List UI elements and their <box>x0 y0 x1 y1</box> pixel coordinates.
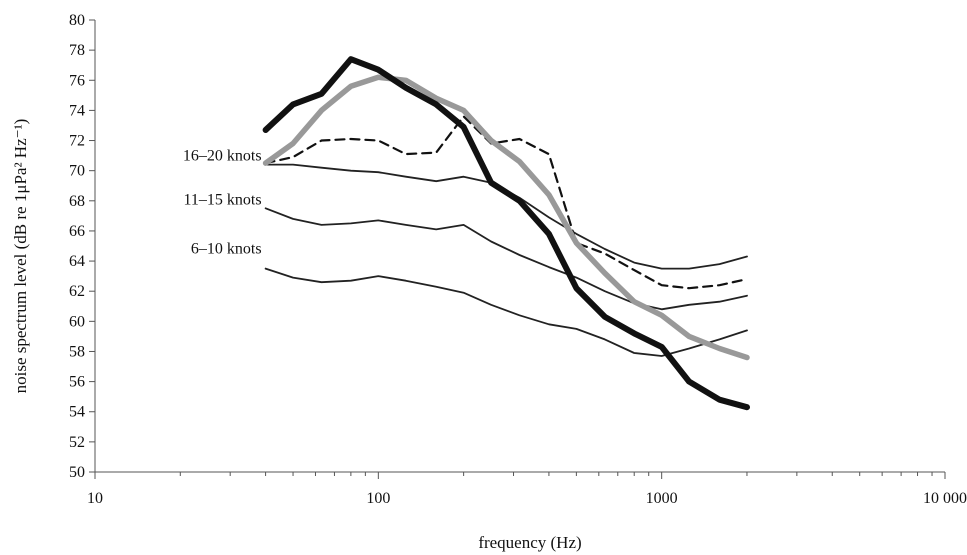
x-axis: 10 100 1000 10 000 <box>87 471 967 507</box>
series-label: 6–10 knots <box>191 241 262 258</box>
series-line-thin-solid <box>264 163 748 270</box>
series-label: 16–20 knots <box>183 148 262 165</box>
x-tick-label: 1000 <box>646 490 678 507</box>
y-tick-label: 70 <box>69 163 85 180</box>
y-tick-label: 72 <box>69 133 85 150</box>
y-tick-label: 66 <box>69 223 85 240</box>
y-tick-label: 64 <box>69 253 85 270</box>
series-line-thin-solid <box>264 267 748 357</box>
y-tick-label: 56 <box>69 374 85 391</box>
y-axis: 50 52 54 56 58 60 62 64 66 68 70 72 74 76 78 80 <box>69 12 96 481</box>
y-axis-title: noise spectrum level (dB re 1μPa² Hz⁻¹) <box>11 119 30 394</box>
series-label-layer: 16–20 knots 11–15 knots 6–10 knots <box>183 148 262 258</box>
series-line-thick-black <box>262 56 750 411</box>
y-tick-label: 50 <box>69 464 85 481</box>
series-line-thin-solid <box>264 207 748 311</box>
x-axis-title: frequency (Hz) <box>478 533 581 552</box>
y-tick-label: 52 <box>69 434 85 451</box>
y-tick-label: 78 <box>69 42 85 59</box>
y-tick-label: 58 <box>69 343 85 360</box>
y-tick-label: 62 <box>69 283 85 300</box>
series-layer <box>262 56 750 411</box>
x-tick-label: 100 <box>366 490 390 507</box>
series-line-thick-gray <box>262 74 750 361</box>
y-tick-label: 80 <box>69 12 85 29</box>
y-tick-label: 74 <box>69 102 85 119</box>
series-label: 11–15 knots <box>184 191 262 208</box>
y-tick-label: 60 <box>69 313 85 330</box>
series-line-dashed <box>264 115 749 290</box>
y-tick-label: 54 <box>69 404 85 421</box>
x-tick-label: 10 000 <box>923 490 967 507</box>
x-tick-label: 10 <box>87 490 103 507</box>
y-tick-label: 76 <box>69 72 85 89</box>
y-tick-label: 68 <box>69 193 85 210</box>
